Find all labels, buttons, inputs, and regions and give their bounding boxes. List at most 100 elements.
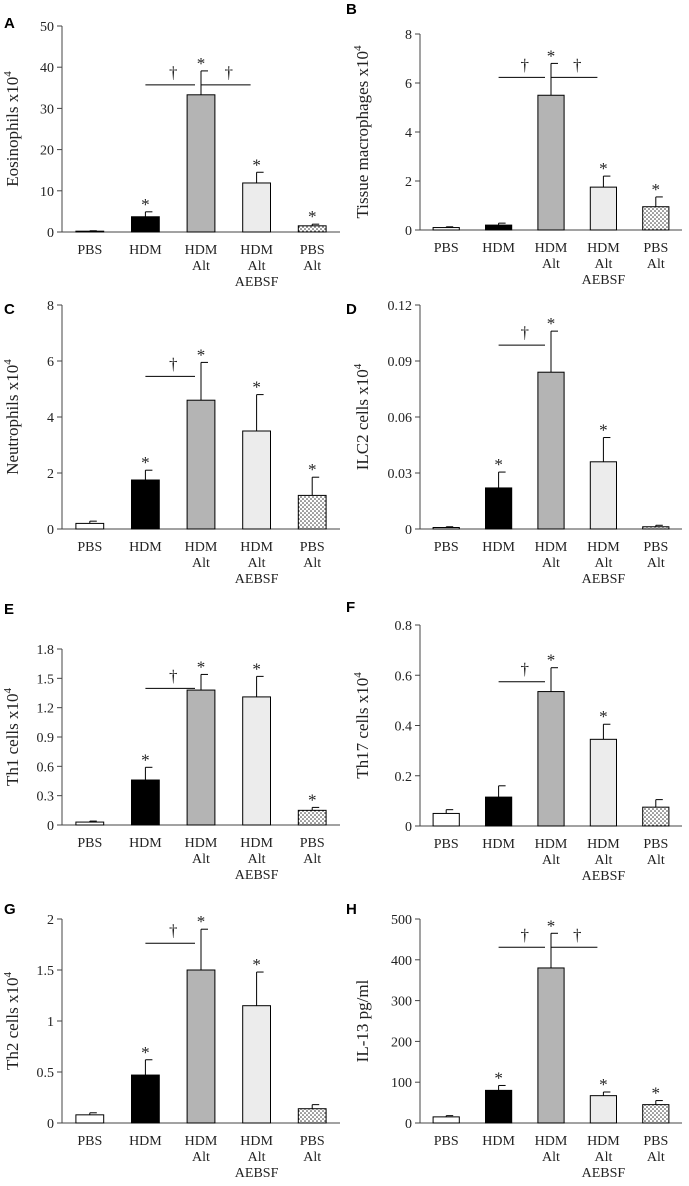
significance-star: * <box>599 707 608 726</box>
x-tick-label: AEBSF <box>235 1166 279 1181</box>
x-tick-label: Alt <box>542 853 560 868</box>
x-tick-label: Alt <box>647 1150 665 1165</box>
y-tick-label: 40 <box>40 61 54 76</box>
y-tick-label: 30 <box>40 102 54 117</box>
bar-pbs-alt <box>642 806 670 827</box>
x-tick-label: PBS <box>643 241 668 256</box>
x-tick-label: PBS <box>300 1134 325 1149</box>
y-tick-label: 4 <box>47 411 54 426</box>
x-tick-label: HDM <box>185 1134 218 1149</box>
y-tick-label: 6 <box>405 77 412 92</box>
significance-star: * <box>197 657 206 676</box>
bar-pbs-alt <box>642 1104 670 1124</box>
x-tick-label: HDM <box>240 1134 273 1149</box>
bar-hdm-alt <box>186 689 216 826</box>
bar-hdm-alt-aebsf <box>242 430 271 530</box>
dagger-mark: † <box>169 921 178 940</box>
bar-pbs-alt <box>297 225 327 233</box>
x-tick-label: Alt <box>248 852 266 867</box>
bar-hdm-alt <box>186 94 216 233</box>
y-tick-label: 0.09 <box>388 355 413 370</box>
x-tick-label: PBS <box>643 837 668 852</box>
x-tick-label: Alt <box>542 556 560 571</box>
x-tick-label: Alt <box>192 852 210 867</box>
dagger-mark: † <box>521 55 530 74</box>
x-tick-label: Alt <box>192 1150 210 1165</box>
significance-star: * <box>652 180 661 199</box>
y-tick-label: 1.5 <box>37 964 55 979</box>
y-tick-label: 0 <box>405 1117 412 1132</box>
y-tick-label: 0 <box>47 819 54 834</box>
y-tick-label: 0.12 <box>388 299 413 314</box>
bar-pbs <box>432 227 460 231</box>
bar-hdm <box>131 779 160 826</box>
y-axis-label: Eosinophils x104 <box>2 71 22 187</box>
x-tick-label: Alt <box>542 1150 560 1165</box>
x-tick-label: AEBSF <box>235 572 279 587</box>
x-tick-label: AEBSF <box>235 868 279 883</box>
x-tick-label: Alt <box>594 257 612 272</box>
y-tick-label: 0.5 <box>37 1066 55 1081</box>
y-tick-label: 0.4 <box>395 720 413 735</box>
significance-star: * <box>141 1043 150 1062</box>
x-tick-label: Alt <box>248 259 266 274</box>
x-tick-label: HDM <box>129 540 162 555</box>
x-tick-label: Alt <box>647 257 665 272</box>
significance-star: * <box>252 955 261 974</box>
x-tick-label: Alt <box>303 556 321 571</box>
y-tick-label: 1 <box>47 1015 54 1030</box>
x-tick-label: HDM <box>587 837 620 852</box>
dagger-mark: † <box>169 666 178 685</box>
bar-pbs <box>75 821 105 826</box>
y-tick-label: 2 <box>47 913 54 928</box>
x-tick-label: AEBSF <box>582 1166 626 1181</box>
x-tick-label: Alt <box>303 259 321 274</box>
y-tick-label: 1.2 <box>37 702 55 717</box>
significance-star: * <box>141 750 150 769</box>
panel-letter-b: B <box>346 1 357 18</box>
x-tick-label: PBS <box>434 837 459 852</box>
y-axis-label: Th2 cells x104 <box>2 971 22 1070</box>
x-tick-label: Alt <box>594 556 612 571</box>
y-tick-label: 400 <box>391 954 412 969</box>
x-tick-label: HDM <box>535 540 568 555</box>
significance-star: * <box>252 155 261 174</box>
bar-hdm-alt <box>537 967 565 1124</box>
x-tick-label: Alt <box>303 852 321 867</box>
x-tick-label: HDM <box>240 540 273 555</box>
x-tick-label: AEBSF <box>582 869 626 884</box>
x-tick-label: HDM <box>482 241 515 256</box>
x-tick-label: HDM <box>535 241 568 256</box>
x-tick-label: PBS <box>300 540 325 555</box>
y-tick-label: 10 <box>40 185 54 200</box>
bar-hdm-alt-aebsf <box>589 461 617 530</box>
y-tick-label: 0.8 <box>395 619 413 634</box>
bar-pbs <box>75 1114 105 1124</box>
y-tick-label: 50 <box>40 20 54 35</box>
panel-letter-h: H <box>346 901 357 918</box>
y-tick-label: 0 <box>47 523 54 538</box>
y-tick-label: 200 <box>391 1035 412 1050</box>
significance-star: * <box>308 207 317 226</box>
x-tick-label: PBS <box>434 540 459 555</box>
x-tick-label: Alt <box>542 257 560 272</box>
x-tick-label: HDM <box>482 540 515 555</box>
dagger-mark: † <box>169 354 178 373</box>
y-tick-label: 0 <box>47 226 54 241</box>
x-tick-label: Alt <box>192 556 210 571</box>
bar-hdm <box>131 479 160 530</box>
y-tick-label: 1.5 <box>37 672 55 687</box>
bar-pbs-alt <box>297 809 327 826</box>
bar-hdm-alt <box>186 399 216 530</box>
x-tick-label: AEBSF <box>582 273 626 288</box>
panel-letter-a: A <box>4 15 15 32</box>
bar-hdm <box>485 224 513 231</box>
significance-star: * <box>197 54 206 73</box>
x-tick-label: HDM <box>240 243 273 258</box>
x-tick-label: AEBSF <box>235 275 279 290</box>
x-tick-label: Alt <box>303 1150 321 1165</box>
bar-hdm-alt-aebsf <box>242 1005 271 1124</box>
